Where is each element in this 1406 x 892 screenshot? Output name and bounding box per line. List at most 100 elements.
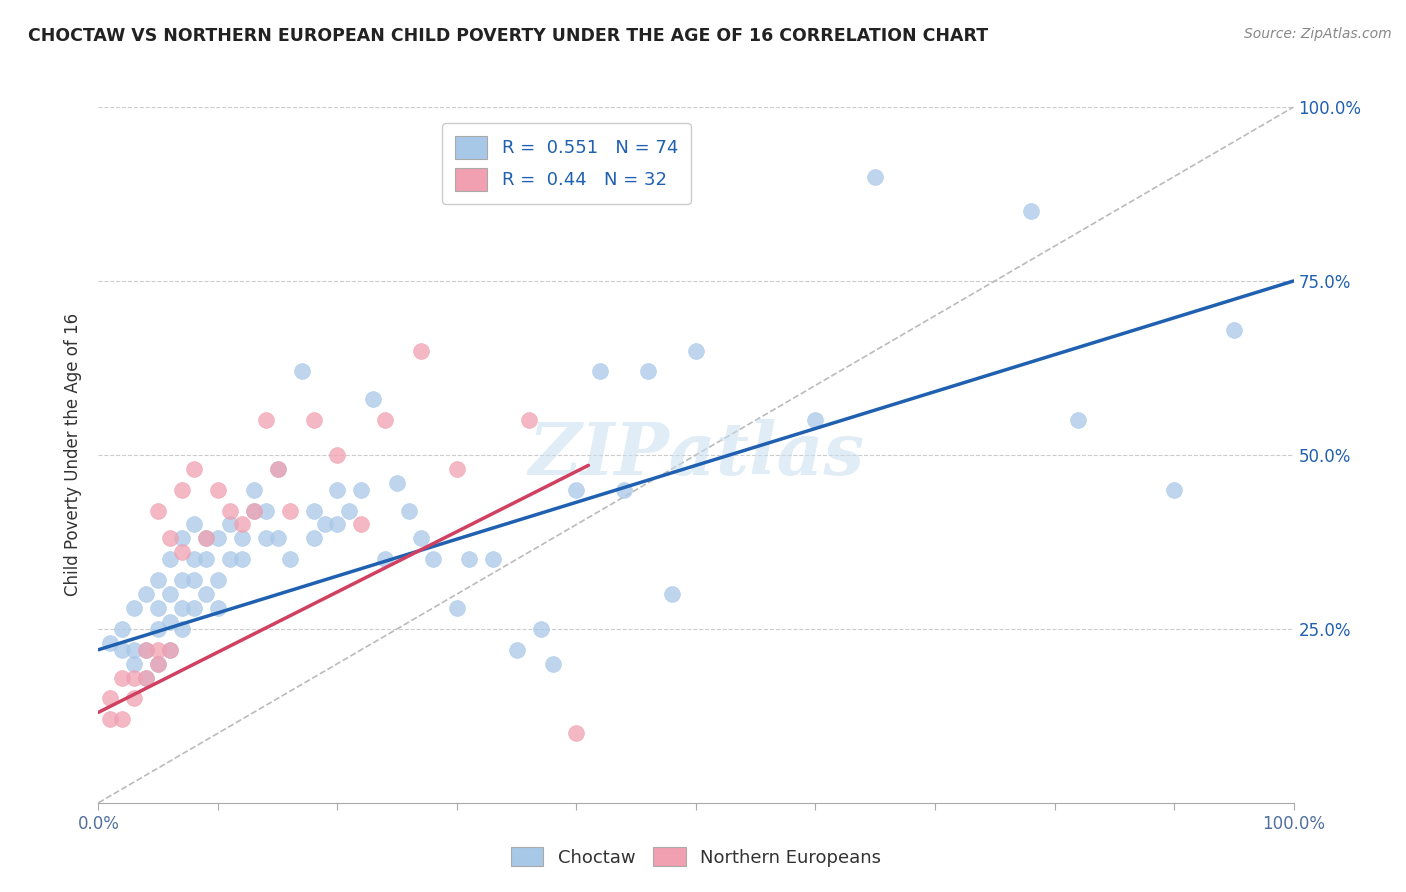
Point xyxy=(446,462,468,476)
Point xyxy=(302,532,325,546)
Point xyxy=(159,642,181,657)
Point xyxy=(481,552,505,566)
Point xyxy=(219,503,242,517)
Point xyxy=(398,503,420,517)
Point xyxy=(135,642,157,657)
Point xyxy=(148,642,170,657)
Point xyxy=(148,503,170,517)
Point xyxy=(148,657,170,671)
Text: CHOCTAW VS NORTHERN EUROPEAN CHILD POVERTY UNDER THE AGE OF 16 CORRELATION CHART: CHOCTAW VS NORTHERN EUROPEAN CHILD POVER… xyxy=(28,27,988,45)
Point xyxy=(661,587,683,601)
Point xyxy=(111,622,134,636)
Point xyxy=(183,517,205,532)
Point xyxy=(685,343,707,358)
Point xyxy=(1019,204,1042,219)
Point xyxy=(254,503,277,517)
Point xyxy=(291,364,314,378)
Point xyxy=(98,636,122,650)
Point xyxy=(446,601,468,615)
Point xyxy=(172,545,194,559)
Point xyxy=(207,573,229,587)
Point xyxy=(231,517,253,532)
Point xyxy=(207,532,229,546)
Point xyxy=(363,392,385,407)
Point xyxy=(254,413,277,427)
Point xyxy=(194,532,218,546)
Point xyxy=(326,448,349,462)
Point xyxy=(863,169,887,184)
Point xyxy=(637,364,659,378)
Point xyxy=(541,657,564,671)
Point xyxy=(385,475,409,490)
Point xyxy=(124,642,146,657)
Point xyxy=(278,503,301,517)
Point xyxy=(267,532,290,546)
Point xyxy=(613,483,636,497)
Point xyxy=(506,642,529,657)
Point xyxy=(565,483,588,497)
Point xyxy=(411,532,433,546)
Point xyxy=(148,622,170,636)
Point xyxy=(1222,323,1246,337)
Point xyxy=(124,657,146,671)
Point xyxy=(194,532,218,546)
Point xyxy=(231,532,253,546)
Point xyxy=(243,483,266,497)
Point xyxy=(148,601,170,615)
Point xyxy=(159,642,181,657)
Point xyxy=(517,413,540,427)
Point xyxy=(374,552,396,566)
Point xyxy=(183,552,205,566)
Point xyxy=(243,503,266,517)
Point xyxy=(422,552,444,566)
Text: Source: ZipAtlas.com: Source: ZipAtlas.com xyxy=(1244,27,1392,41)
Point xyxy=(135,671,157,685)
Point xyxy=(183,601,205,615)
Point xyxy=(172,573,194,587)
Point xyxy=(172,532,194,546)
Legend: Choctaw, Northern Europeans: Choctaw, Northern Europeans xyxy=(503,840,889,874)
Text: ZIP​atlas: ZIP​atlas xyxy=(527,419,865,491)
Y-axis label: Child Poverty Under the Age of 16: Child Poverty Under the Age of 16 xyxy=(65,313,83,597)
Point xyxy=(183,573,205,587)
Point xyxy=(98,712,122,726)
Point xyxy=(207,483,229,497)
Point xyxy=(529,622,551,636)
Point xyxy=(135,642,157,657)
Point xyxy=(804,413,827,427)
Point xyxy=(231,552,253,566)
Point xyxy=(350,517,373,532)
Point xyxy=(1163,483,1185,497)
Point xyxy=(124,671,146,685)
Point xyxy=(207,601,229,615)
Point xyxy=(172,622,194,636)
Point xyxy=(326,483,349,497)
Point xyxy=(565,726,588,740)
Point xyxy=(326,517,349,532)
Point xyxy=(159,532,181,546)
Point xyxy=(458,552,481,566)
Point xyxy=(267,462,290,476)
Point xyxy=(159,615,181,629)
Point xyxy=(1067,413,1090,427)
Point xyxy=(183,462,205,476)
Point xyxy=(194,587,218,601)
Point xyxy=(302,503,325,517)
Point xyxy=(589,364,612,378)
Point xyxy=(278,552,301,566)
Point xyxy=(111,642,134,657)
Point xyxy=(172,483,194,497)
Point xyxy=(350,483,373,497)
Point xyxy=(159,552,181,566)
Point xyxy=(254,532,277,546)
Point xyxy=(194,552,218,566)
Point xyxy=(98,691,122,706)
Point xyxy=(267,462,290,476)
Point xyxy=(172,601,194,615)
Point xyxy=(124,601,146,615)
Point xyxy=(302,413,325,427)
Point xyxy=(135,587,157,601)
Point xyxy=(111,671,134,685)
Point xyxy=(159,587,181,601)
Point xyxy=(124,691,146,706)
